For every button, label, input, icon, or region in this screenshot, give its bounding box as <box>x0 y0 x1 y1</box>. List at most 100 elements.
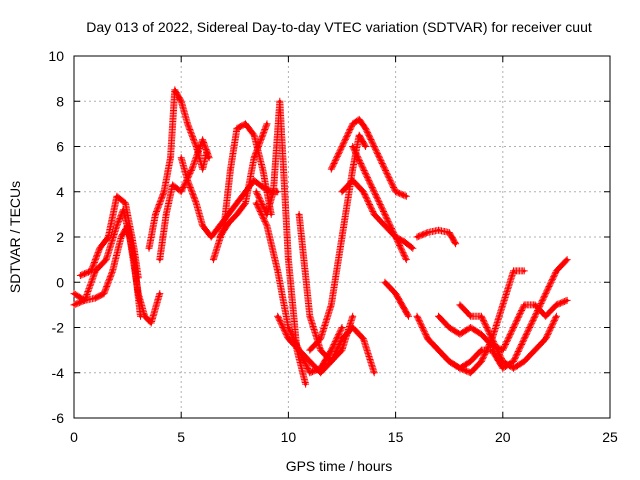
data-point <box>404 258 408 262</box>
series-arc-21 <box>435 296 571 354</box>
data-point <box>512 326 516 329</box>
data-point <box>394 292 398 296</box>
data-point <box>98 246 102 250</box>
data-point <box>83 298 87 302</box>
data-point <box>164 212 168 216</box>
data-point <box>415 314 419 318</box>
data-point <box>265 122 269 126</box>
data-point <box>565 298 569 302</box>
series-arc-2 <box>76 192 142 282</box>
data-point <box>372 212 376 216</box>
data-point <box>171 183 175 187</box>
data-point <box>106 235 110 239</box>
data-point <box>308 371 312 375</box>
data-point <box>147 246 151 250</box>
x-tick-label: 5 <box>177 429 185 445</box>
series-arc-12 <box>295 210 357 365</box>
data-point <box>357 133 361 137</box>
series-markers <box>381 278 412 320</box>
y-tick-label: -2 <box>52 320 65 336</box>
data-point <box>364 126 368 130</box>
data-point <box>235 212 239 216</box>
data-point <box>436 228 440 232</box>
y-axis-label: SDTVAR / TECUs <box>7 181 23 293</box>
data-point <box>286 326 290 329</box>
data-point <box>278 99 282 103</box>
series-arc-3 <box>70 222 144 320</box>
data-point <box>554 269 558 273</box>
data-point <box>351 314 355 318</box>
data-point <box>458 332 462 336</box>
data-point <box>297 348 301 352</box>
data-point <box>351 167 355 171</box>
data-point <box>218 235 222 239</box>
data-point <box>244 201 248 205</box>
data-point <box>265 224 269 228</box>
data-point <box>252 156 256 160</box>
data-point <box>235 201 239 205</box>
data-point <box>201 167 205 171</box>
data-point <box>297 212 301 216</box>
data-point <box>201 224 205 228</box>
data-point <box>402 240 406 244</box>
data-point <box>319 348 323 352</box>
data-point <box>211 258 215 262</box>
data-point <box>383 280 387 284</box>
data-point <box>186 178 190 182</box>
y-tick-label: 10 <box>48 48 64 64</box>
data-point <box>501 348 505 352</box>
data-point <box>469 359 473 363</box>
series-markers <box>413 226 460 248</box>
data-point <box>308 359 312 363</box>
data-point <box>72 303 76 307</box>
data-point <box>286 258 290 262</box>
data-point <box>458 303 462 307</box>
data-point <box>479 332 483 336</box>
data-point <box>329 359 333 363</box>
data-point <box>304 382 308 386</box>
data-point <box>340 326 344 329</box>
series-arc-17 <box>381 278 412 320</box>
data-point <box>501 359 505 363</box>
data-point <box>158 258 162 262</box>
data-point <box>426 230 430 234</box>
data-point <box>340 190 344 194</box>
data-point <box>229 167 233 171</box>
data-point <box>458 366 462 370</box>
tick-labels: -6 -4 -2 0 2 4 6 8 10 0 5 10 15 20 25 <box>48 48 618 445</box>
data-point <box>194 201 198 205</box>
data-point <box>372 190 376 194</box>
data-point <box>512 359 516 363</box>
data-point <box>329 167 333 171</box>
data-point <box>276 269 280 273</box>
data-point <box>383 212 387 216</box>
series-arc-4 <box>145 86 211 252</box>
data-point <box>454 242 458 246</box>
data-point <box>411 246 415 250</box>
data-point <box>261 133 265 137</box>
x-tick-label: 15 <box>388 429 404 445</box>
data-point <box>111 269 115 273</box>
data-point <box>226 221 230 225</box>
data-point <box>119 235 123 239</box>
data-point <box>132 258 136 262</box>
data-point <box>269 212 273 216</box>
data-point <box>447 359 451 363</box>
x-tick-label: 20 <box>495 429 511 445</box>
data-point <box>276 314 280 318</box>
data-point <box>265 212 269 216</box>
data-point <box>308 348 312 352</box>
data-point <box>501 303 505 307</box>
data-point <box>168 156 172 160</box>
series-arc-20 <box>424 256 571 372</box>
y-tick-label: 6 <box>56 139 64 155</box>
series-arc-5 <box>156 136 213 264</box>
data-point <box>254 190 258 194</box>
data-point <box>308 314 312 318</box>
data-point <box>351 122 355 126</box>
series-arc-14 <box>327 115 410 200</box>
data-point <box>162 190 166 194</box>
data-point <box>522 269 526 273</box>
data-point <box>469 371 473 375</box>
data-point <box>89 269 93 273</box>
